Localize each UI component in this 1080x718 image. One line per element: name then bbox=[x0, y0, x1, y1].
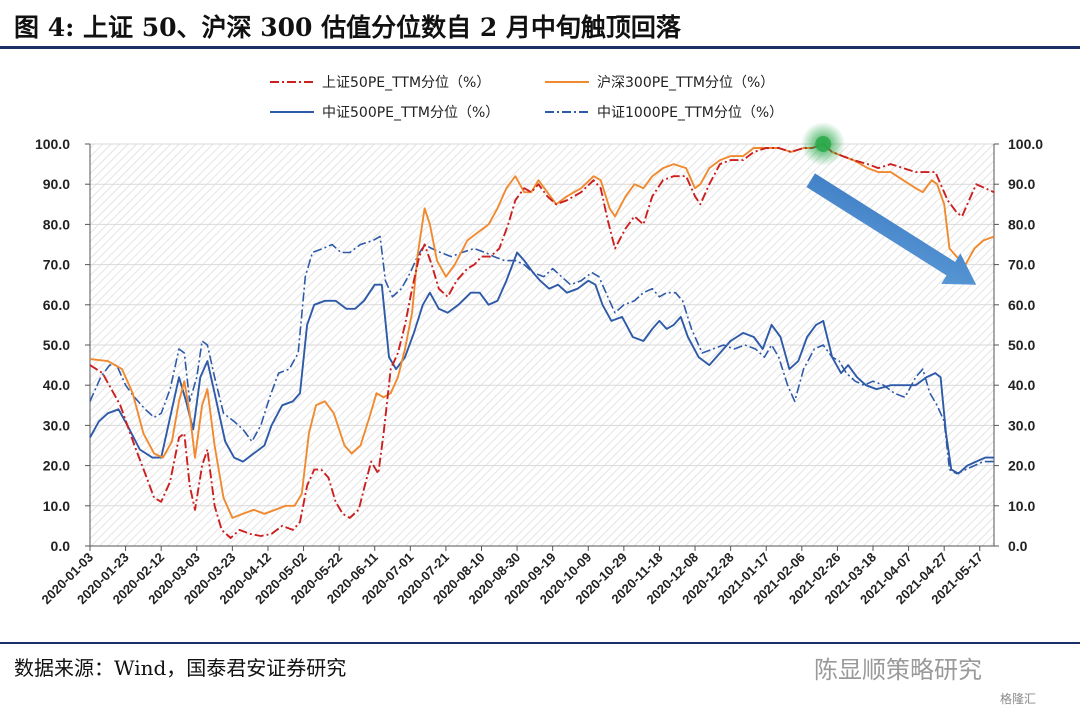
figure-title: 图 4: 上证 50、沪深 300 估值分位数自 2 月中旬触顶回落 bbox=[14, 13, 681, 42]
y-tick-label-left: 50.0 bbox=[43, 337, 70, 353]
y-tick-label-right: 0.0 bbox=[1008, 538, 1028, 554]
legend-label-sz50: 上证50PE_TTM分位（%） bbox=[322, 75, 490, 91]
legend-label-hs300: 沪深300PE_TTM分位（%） bbox=[597, 75, 774, 91]
y-tick-label-left: 10.0 bbox=[43, 498, 70, 514]
watermark-small: 格隆汇 bbox=[1000, 692, 1037, 706]
y-tick-label-left: 30.0 bbox=[43, 417, 70, 433]
series-line-zz1000 bbox=[89, 235, 994, 475]
legend-label-zz1000: 中证1000PE_TTM分位（%） bbox=[597, 105, 783, 121]
y-tick-label-right: 90.0 bbox=[1008, 176, 1035, 192]
series-line-zz500 bbox=[89, 251, 994, 475]
watermark: 陈显顺策略研究 bbox=[814, 656, 982, 684]
footer-rule bbox=[0, 642, 1080, 644]
y-tick-label-left: 100.0 bbox=[35, 136, 70, 152]
trend-arrow-shape bbox=[806, 173, 977, 285]
y-tick-label-right: 70.0 bbox=[1008, 257, 1035, 273]
y-tick-label-left: 40.0 bbox=[43, 377, 70, 393]
y-tick-label-left: 80.0 bbox=[43, 216, 70, 232]
y-tick-label-right: 50.0 bbox=[1008, 337, 1035, 353]
y-tick-label-right: 10.0 bbox=[1008, 498, 1035, 514]
y-tick-label-left: 90.0 bbox=[43, 176, 70, 192]
y-tick-label-right: 30.0 bbox=[1008, 417, 1035, 433]
y-tick-label-left: 60.0 bbox=[43, 297, 70, 313]
peak-marker bbox=[815, 136, 832, 152]
valuation-chart: 0.0 0.0 10.0 10.0 20.0 20.0 30.0 30.0 40.0 40.0 50… bbox=[35, 75, 1043, 607]
legend-label-zz500: 中证500PE_TTM分位（%） bbox=[322, 105, 499, 121]
title-rule bbox=[0, 46, 1080, 49]
y-tick-label-left: 0.0 bbox=[51, 538, 71, 554]
y-tick-label-left: 70.0 bbox=[43, 257, 70, 273]
y-tick-label-left: 20.0 bbox=[43, 458, 70, 474]
y-tick-label-right: 100.0 bbox=[1008, 136, 1043, 152]
y-tick-label-right: 20.0 bbox=[1008, 458, 1035, 474]
data-source: 数据来源：Wind，国泰君安证券研究 bbox=[14, 656, 347, 680]
y-tick-label-right: 80.0 bbox=[1008, 216, 1035, 232]
trend-arrow bbox=[806, 173, 977, 285]
y-tick-label-right: 60.0 bbox=[1008, 297, 1035, 313]
y-tick-label-right: 40.0 bbox=[1008, 377, 1035, 393]
